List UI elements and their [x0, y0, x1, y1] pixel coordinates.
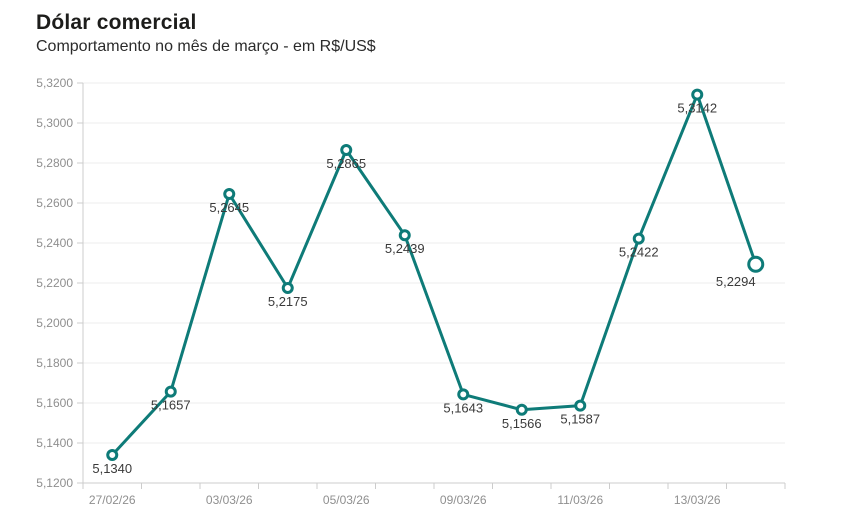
y-tick-label: 5,2400 — [36, 236, 73, 250]
data-point-marker — [106, 449, 119, 461]
data-point-label: 5,2294 — [716, 274, 756, 289]
x-tick-label: 27/02/26 — [89, 493, 136, 507]
data-point-label: 5,1643 — [443, 400, 483, 415]
y-tick-label: 5,1600 — [36, 396, 73, 410]
data-point-label: 5,2439 — [385, 241, 425, 256]
data-point-marker — [691, 88, 704, 101]
data-point-marker — [164, 385, 177, 398]
y-tick-label: 5,1200 — [36, 476, 73, 490]
x-tick-label: 09/03/26 — [440, 493, 487, 507]
data-point-marker — [223, 188, 236, 200]
data-point-label: 5,1587 — [560, 412, 600, 427]
data-point-marker — [281, 282, 294, 294]
data-point-marker — [340, 144, 353, 156]
data-point-label: 5,2175 — [268, 294, 308, 309]
data-point-label: 5,2422 — [619, 245, 659, 260]
y-tick-label: 5,1400 — [36, 436, 73, 450]
y-tick-label: 5,2800 — [36, 156, 73, 170]
x-tick-label: 11/03/26 — [557, 493, 603, 507]
y-tick-label: 5,3000 — [36, 116, 73, 130]
data-point-marker — [574, 399, 587, 412]
data-point-marker — [632, 232, 645, 245]
data-point-marker — [398, 229, 411, 242]
x-tick-label: 03/03/26 — [206, 493, 253, 507]
data-point-marker — [457, 388, 470, 401]
x-tick-label: 05/03/26 — [323, 493, 370, 507]
data-point-label: 5,1340 — [92, 461, 132, 476]
y-tick-label: 5,3200 — [36, 76, 73, 90]
data-point-marker-last — [747, 255, 765, 273]
data-point-label: 5,3142 — [677, 101, 717, 116]
data-point-label: 5,2645 — [209, 200, 249, 215]
chart-header: Dólar comercial Comportamento no mês de … — [36, 10, 376, 56]
y-tick-label: 5,2200 — [36, 276, 73, 290]
chart-subtitle: Comportamento no mês de março - em R$/US… — [36, 38, 376, 56]
y-tick-label: 5,2600 — [36, 196, 73, 210]
chart-title: Dólar comercial — [36, 11, 197, 34]
x-tick-label: 13/03/26 — [674, 493, 721, 507]
data-point-label: 5,2865 — [326, 156, 366, 171]
data-point-marker — [515, 403, 528, 416]
data-point-label: 5,1657 — [151, 398, 191, 413]
y-tick-label: 5,1800 — [36, 356, 73, 370]
series-line — [110, 93, 758, 457]
data-point-label: 5,1566 — [502, 416, 542, 431]
y-tick-label: 5,2000 — [36, 316, 73, 330]
